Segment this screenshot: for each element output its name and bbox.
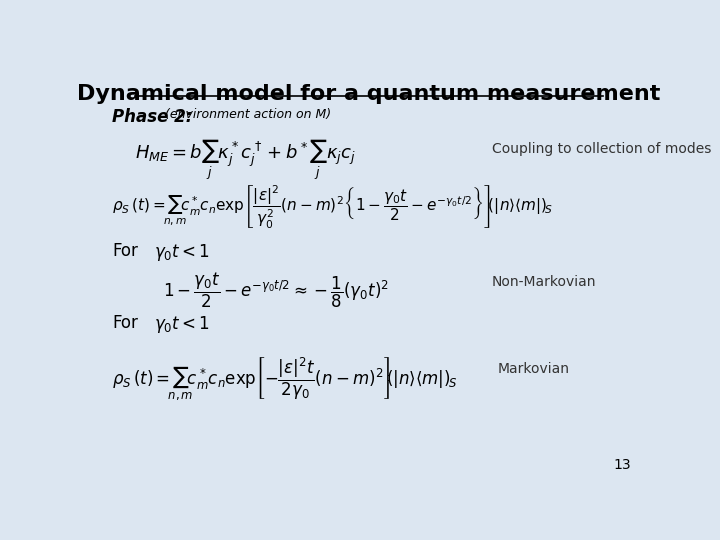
Text: Phase 2:: Phase 2: (112, 109, 193, 126)
Text: Non-Markovian: Non-Markovian (492, 275, 596, 289)
Text: Dynamical model for a quantum measurement: Dynamical model for a quantum measuremen… (77, 84, 661, 104)
Text: Coupling to collection of modes: Coupling to collection of modes (492, 141, 711, 156)
Text: $\gamma_0 t < 1$: $\gamma_0 t < 1$ (154, 314, 210, 335)
Text: (environment action on M): (environment action on M) (166, 109, 331, 122)
Text: 13: 13 (613, 458, 631, 472)
Text: For: For (112, 314, 138, 332)
Text: Markovian: Markovian (498, 362, 570, 376)
Text: $\rho_S\,(t) = \!\!\sum_{n,m}\!\! c_m^* c_n \exp\!\left[\dfrac{|\varepsilon|^2}{: $\rho_S\,(t) = \!\!\sum_{n,m}\!\! c_m^* … (112, 183, 554, 230)
Text: For: For (112, 241, 138, 260)
Text: $\gamma_0 t < 1$: $\gamma_0 t < 1$ (154, 241, 210, 262)
Text: $H_{ME} = b\sum_j \kappa_j^* c_j^\dagger + b^* \sum_j \kappa_j c_j$: $H_{ME} = b\sum_j \kappa_j^* c_j^\dagger… (135, 138, 356, 182)
Text: $1 - \dfrac{\gamma_0 t}{2} - e^{-\gamma_0 t/2} \approx -\dfrac{1}{8}(\gamma_0 t): $1 - \dfrac{\gamma_0 t}{2} - e^{-\gamma_… (163, 271, 389, 310)
Text: $\rho_S\,(t) = \!\!\sum_{n,m}\!\! c_m^* c_n \exp\!\left[-\dfrac{|\varepsilon|^2 : $\rho_S\,(t) = \!\!\sum_{n,m}\!\! c_m^* … (112, 356, 458, 403)
